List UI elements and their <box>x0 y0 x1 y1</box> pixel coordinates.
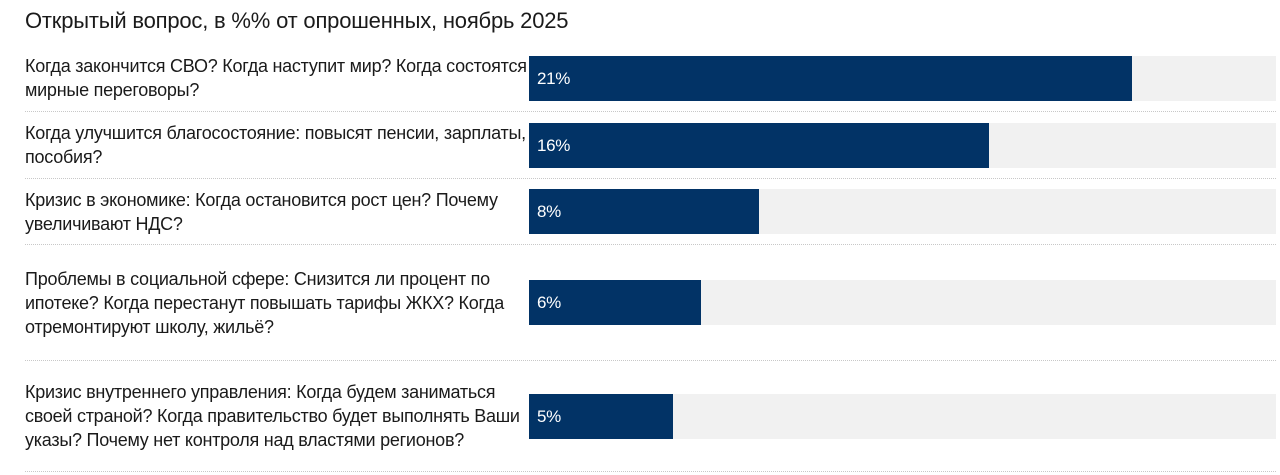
chart-row: Когда закончится СВО? Когда наступит мир… <box>25 45 1276 112</box>
bar-chart: Когда закончится СВО? Когда наступит мир… <box>25 45 1276 472</box>
bar-track: 21% <box>529 55 1276 101</box>
category-label: Кризис внутреннего управления: Когда буд… <box>25 382 520 450</box>
bar-track: 8% <box>529 189 1276 234</box>
bar <box>529 393 673 439</box>
category-label: Проблемы в социальной сфере: Снизится ли… <box>25 268 505 337</box>
chart-row: Кризис внутреннего управления: Когда буд… <box>25 361 1276 472</box>
chart-row: Кризис в экономике: Когда остановится ро… <box>25 179 1276 245</box>
bar-track: 5% <box>529 393 1276 439</box>
chart-row: Когда улучшится благосостояние: повысят … <box>25 112 1276 179</box>
bar-track: 16% <box>529 122 1276 168</box>
bar-value-label: 21% <box>537 68 571 88</box>
bar-value-label: 8% <box>537 202 561 221</box>
bar <box>529 280 701 325</box>
bar-track: 6% <box>529 280 1276 325</box>
chart-row: Проблемы в социальной сфере: Снизится ли… <box>25 245 1276 361</box>
bar <box>529 122 989 168</box>
chart-title: Открытый вопрос, в %% от опрошенных, ноя… <box>25 8 569 33</box>
bar <box>529 189 759 234</box>
bar-value-label: 16% <box>537 135 571 155</box>
category-label: Когда улучшится благосостояние: повысят … <box>25 123 526 167</box>
category-label: Когда закончится СВО? Когда наступит мир… <box>25 56 527 100</box>
bar-value-label: 6% <box>537 293 561 312</box>
category-label: Кризис в экономике: Когда остановится ро… <box>25 189 498 234</box>
bar-value-label: 5% <box>537 406 561 426</box>
bar <box>529 55 1132 101</box>
